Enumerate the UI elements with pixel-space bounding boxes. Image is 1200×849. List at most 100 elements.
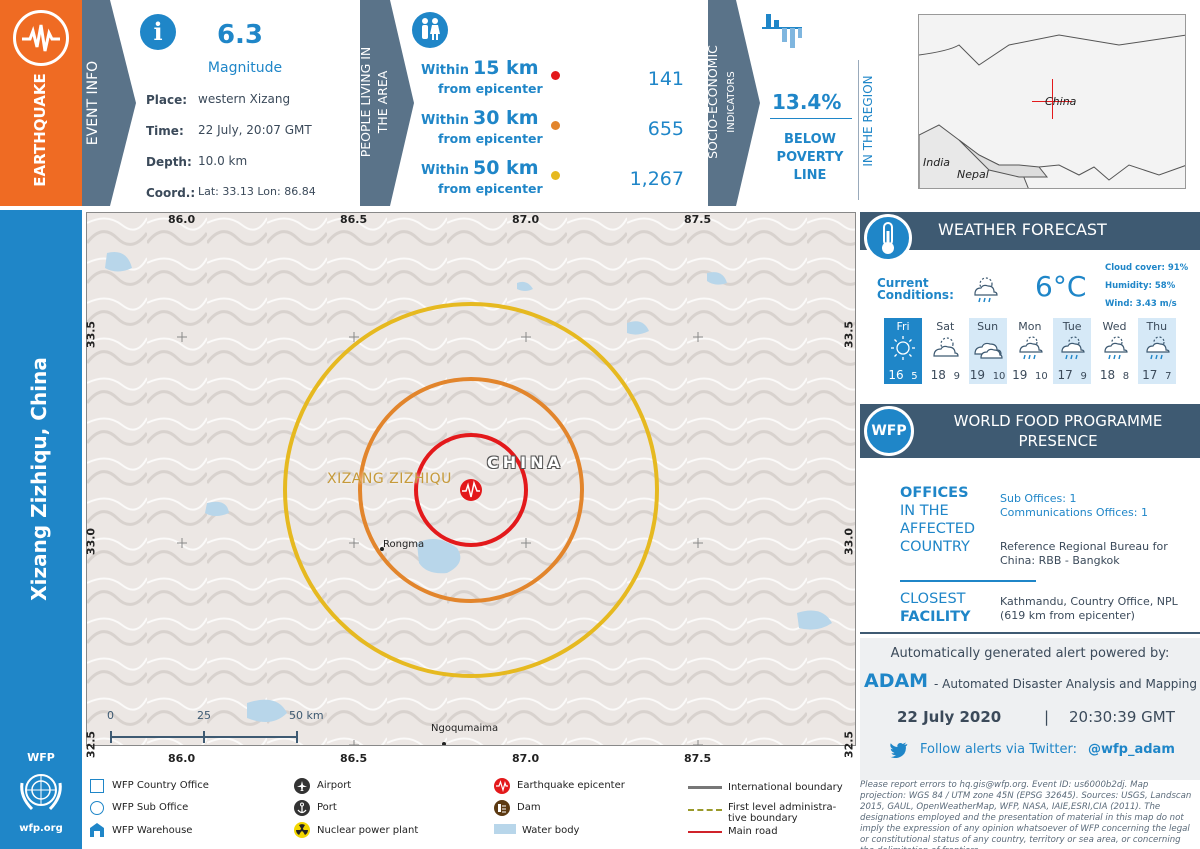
port-icon <box>294 800 310 816</box>
current-label-2: Conditions: <box>877 288 954 302</box>
wfp-logo-text: WFP <box>27 751 55 764</box>
office-counts: Sub Offices: 1 Communications Offices: 1 <box>1000 492 1148 520</box>
current-label-1: Current <box>877 276 929 290</box>
day-name: Wed <box>1102 320 1127 333</box>
day-temps: 19 10 <box>1011 368 1049 382</box>
forecast-day-tue: Tue 17 9 <box>1053 318 1092 384</box>
within-label: Within <box>421 163 469 178</box>
info-icon: i <box>140 14 176 50</box>
epicenter-legend-icon <box>494 778 510 794</box>
inset-label-china: China <box>1045 95 1077 108</box>
poverty-label: BELOW POVERTY LINE <box>758 131 862 185</box>
depth-label: Depth: <box>146 155 192 169</box>
day-low: 5 <box>911 371 918 382</box>
scale-50: 50 km <box>289 709 324 722</box>
poverty-divider <box>770 118 852 119</box>
scale-25: 25 <box>197 709 211 722</box>
inset-epicenter-h <box>1032 101 1072 102</box>
tick-bottom-86-5: 86.5 <box>340 752 368 765</box>
day-low: 9 <box>1080 371 1087 382</box>
legend-water: Water body <box>522 825 580 836</box>
water-body-icon <box>494 824 516 834</box>
alert-divider <box>860 632 1200 634</box>
twitter-icon[interactable] <box>890 742 908 758</box>
dam-icon <box>494 800 510 816</box>
day-temps: 17 9 <box>1053 368 1091 382</box>
closest-label: CLOSEST FACILITY <box>900 590 971 626</box>
ring-50km <box>283 302 659 678</box>
magnitude-value: 6.3 <box>216 20 264 50</box>
socio-label: SOCIO-ECONOMIC INDICATORS <box>704 18 740 186</box>
twitter-text: Follow alerts via Twitter: <box>920 742 1077 757</box>
day-temps: 16 5 <box>884 368 922 382</box>
inset-label-nepal: Nepal <box>957 168 989 181</box>
nuclear-icon <box>294 822 310 838</box>
disclaimer: Please report errors to hq.gis@wfp.org. … <box>860 780 1192 849</box>
cloud-cover: Cloud cover: 91% <box>1105 263 1189 273</box>
airport-icon <box>294 778 310 794</box>
event-type-label: EARTHQUAKE <box>31 73 49 187</box>
ring-distance: 30 km <box>473 107 539 129</box>
forecast-day-sun: Sun 19 10 <box>968 318 1007 384</box>
weather-title: WEATHER FORECAST <box>938 220 1107 239</box>
comm-offices: Communications Offices: 1 <box>1000 506 1148 519</box>
place-ngoqumaima: Ngoqumaima <box>431 723 499 734</box>
day-low: 8 <box>1122 371 1130 382</box>
within-label: Within <box>421 113 469 128</box>
humidity: Humidity: 58% <box>1105 281 1176 291</box>
closest-divider <box>900 580 1036 582</box>
legend <box>82 770 858 849</box>
from-epicenter-label: from epicenter <box>438 131 543 146</box>
twitter-handle[interactable]: @wfp_adam <box>1088 742 1175 757</box>
socio-tab: SOCIO-ECONOMIC INDICATORS <box>705 0 737 206</box>
population-chevron <box>390 0 414 206</box>
population-label-2: THE AREA <box>375 70 390 134</box>
tick-top-86-0: 86.0 <box>168 213 196 226</box>
family-icon <box>412 12 448 48</box>
current-rain-icon <box>974 277 998 303</box>
event-info-tab: EVENT INFO <box>82 0 110 206</box>
forecast-day-wed: Wed 18 8 <box>1096 318 1134 384</box>
offices-label: OFFICES IN THE AFFECTED COUNTRY <box>900 484 975 556</box>
tick-left-32-5: 32.5 <box>84 730 98 759</box>
epicenter-marker <box>460 479 482 501</box>
place-label: Place: <box>146 93 188 107</box>
tick-left-33-5: 33.5 <box>84 320 98 349</box>
day-name: Sat <box>936 320 955 333</box>
warehouse-icon <box>90 823 104 837</box>
legend-nuclear: Nuclear power plant <box>317 825 419 836</box>
poverty-value: 13.4% <box>772 90 842 114</box>
wfp-url: wfp.org <box>19 823 63 834</box>
alert-time: 20:30:39 GMT <box>1069 708 1175 726</box>
thermometer-icon <box>864 214 912 262</box>
main-map: XIZANG ZIZHIQU CHINA Rongma Ngoqumaima 0… <box>86 212 856 746</box>
closest-label-2: FACILITY <box>900 609 971 625</box>
tick-bottom-87-0: 87.0 <box>512 752 540 765</box>
un-emblem-icon <box>20 774 62 811</box>
legend-intl-boundary: International boundary <box>728 782 843 793</box>
sub-office-icon <box>90 801 104 815</box>
population-label: PEOPLE LIVING IN THE AREA <box>357 19 393 185</box>
location-title: Xizang Zizhiqu, China <box>27 357 51 601</box>
place-value: western Xizang <box>198 92 291 106</box>
offices-label-3: AFFECTED <box>900 521 976 537</box>
ring-color-dot <box>551 71 560 80</box>
ring-count: 1,267 <box>629 168 684 190</box>
legend-admin-boundary-2: tive boundary <box>728 813 798 824</box>
rain-icon <box>1061 336 1085 360</box>
event-type-bar: EARTHQUAKE <box>0 0 82 206</box>
wfp-presence-title: WORLD FOOD PROGRAMME PRESENCE <box>918 411 1198 451</box>
tick-top-87-0: 87.0 <box>512 213 540 226</box>
ring-15km <box>414 433 528 547</box>
tick-top-87-5: 87.5 <box>684 213 712 226</box>
country-map-label: CHINA <box>487 453 564 472</box>
wind: Wind: 3.43 m/s <box>1105 299 1177 309</box>
population-tab: PEOPLE LIVING IN THE AREA <box>357 0 393 206</box>
inset-label-india: India <box>923 156 950 169</box>
forecast-day-fri: Fri 16 5 <box>884 318 922 384</box>
closest-1: Kathmandu, Country Office, NPL <box>1000 595 1178 608</box>
depth-value: 10.0 km <box>198 154 248 168</box>
main-road-icon <box>688 831 722 833</box>
current-conditions-label: Current Conditions: <box>877 277 954 301</box>
partly-cloudy-icon <box>933 337 959 357</box>
